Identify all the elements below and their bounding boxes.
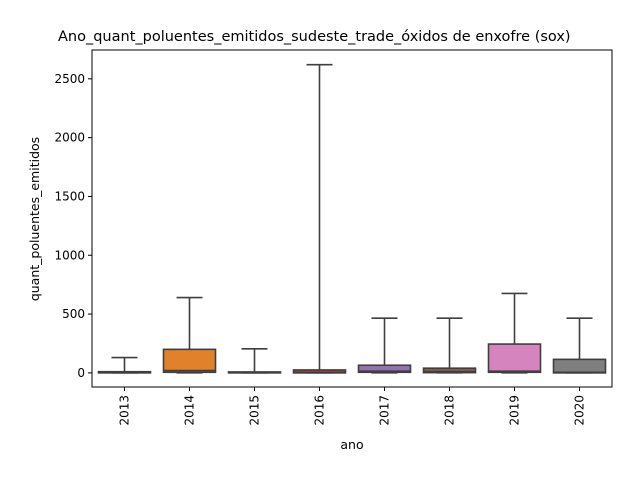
y-tick-label: 1000 xyxy=(54,248,85,262)
x-axis-label: ano xyxy=(340,437,363,452)
chart-title: Ano_quant_poluentes_emitidos_sudeste_tra… xyxy=(58,29,571,45)
plot-frame xyxy=(91,49,613,388)
y-tick-label: 0 xyxy=(77,366,85,380)
box-2020 xyxy=(552,358,607,374)
x-tick-label: 2020 xyxy=(573,395,587,426)
box-2014 xyxy=(162,348,217,374)
box-2019 xyxy=(487,343,542,374)
x-tick-label: 2018 xyxy=(443,395,457,426)
y-tick-label: 2500 xyxy=(54,72,85,86)
box-2018 xyxy=(422,367,477,374)
x-tick-label: 2015 xyxy=(248,395,262,426)
y-tick-label: 1500 xyxy=(54,189,85,203)
y-tick-label: 500 xyxy=(62,307,85,321)
x-tick-label: 2017 xyxy=(378,395,392,426)
box-2017 xyxy=(357,364,412,374)
y-axis-label: quant_poluentes_emitidos xyxy=(27,137,42,301)
x-tick-label: 2019 xyxy=(508,395,522,426)
x-tick-label: 2014 xyxy=(183,395,197,426)
plot-area: 2013 2014 2015 2016 2017 2018 2019 2020 0 500 1000… xyxy=(54,49,613,426)
x-tick-label: 2013 xyxy=(118,395,132,426)
y-tick-label: 2000 xyxy=(54,131,85,145)
x-tick-label: 2016 xyxy=(313,395,327,426)
